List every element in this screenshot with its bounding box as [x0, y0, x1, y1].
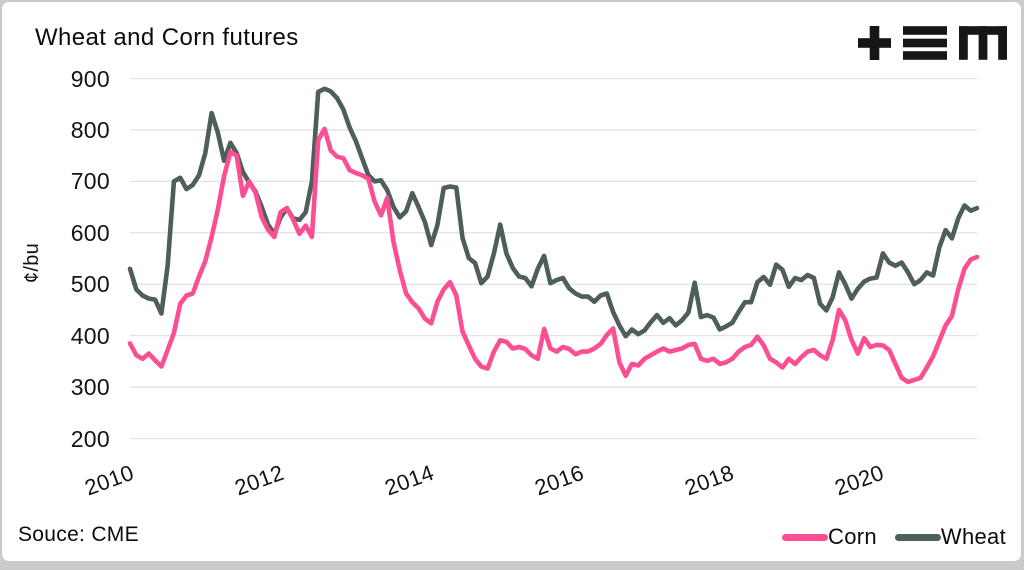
y-tick-label: 700	[70, 168, 110, 195]
wheat-series-line	[127, 86, 980, 339]
corn-series-line	[127, 126, 980, 385]
legend-item-wheat: Wheat	[894, 524, 1006, 550]
y-tick-label: 600	[70, 219, 110, 246]
y-tick-label: 900	[70, 65, 110, 92]
y-tick-label: 500	[70, 271, 110, 298]
y-tick-label: 400	[70, 322, 110, 349]
y-tick-label: 200	[70, 425, 110, 452]
wheat-line-swatch-icon	[894, 533, 941, 541]
legend-label-wheat: Wheat	[940, 524, 1006, 549]
y-tick-label: 800	[70, 116, 110, 143]
legend-item-corn: Corn	[782, 524, 877, 550]
chart-legend: Corn Wheat	[782, 524, 1006, 550]
chart-title: Wheat and Corn futures	[35, 24, 299, 51]
y-tick-label: 300	[70, 374, 110, 401]
plus-triple-bar-m-logo-icon	[858, 26, 1007, 60]
source-note: Souce: CME	[18, 523, 139, 546]
legend-label-corn: Corn	[828, 524, 877, 549]
corn-line-swatch-icon	[782, 533, 829, 541]
